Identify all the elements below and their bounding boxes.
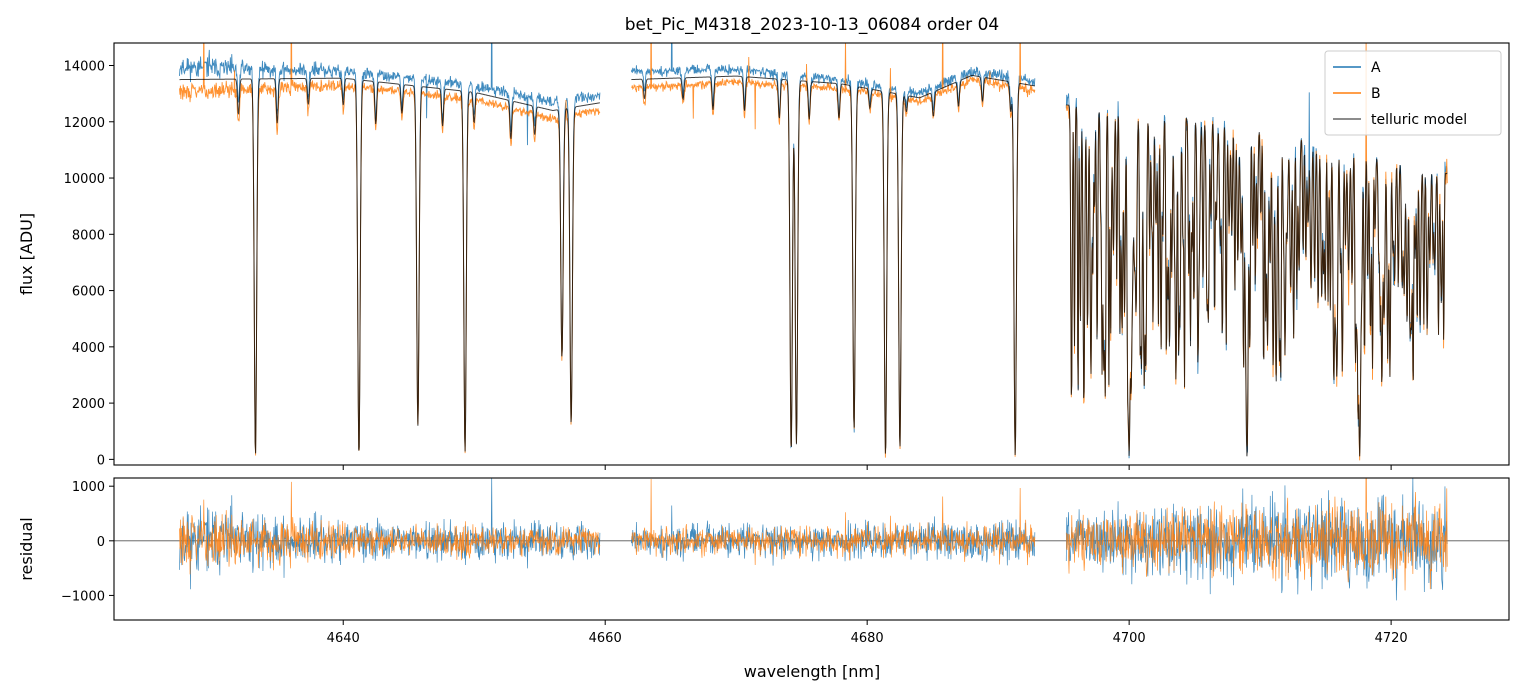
- residual-y-tick-label: −1000: [61, 589, 105, 604]
- residual-panel: 4640 4660 4680 4700 4720 −1000 0 1000: [61, 477, 1510, 646]
- top-y-axis-label: flux [ADU]: [17, 213, 36, 295]
- flux-y-tick-label: 12000: [64, 116, 105, 131]
- series-a-segment-1: [179, 43, 601, 453]
- series-telluric-model-segment-1: [179, 77, 600, 454]
- x-axis-label: wavelength [nm]: [744, 662, 881, 681]
- flux-plot-area: [114, 43, 1509, 465]
- flux-y-tick-label: 6000: [72, 285, 105, 300]
- flux-y-tick-label: 14000: [64, 60, 105, 75]
- residual-b-segment-3: [1065, 478, 1448, 591]
- series-b-segment-2: [631, 43, 1036, 458]
- bottom-y-axis-label: residual: [17, 517, 36, 580]
- flux-y-tick-label: 4000: [72, 341, 105, 356]
- series-telluric-model-segment-3: [1066, 104, 1448, 457]
- x-tick-label: 4680: [851, 631, 884, 646]
- residual-b-segment-2: [631, 478, 1036, 566]
- chart-title: bet_Pic_M4318_2023-10-13_06084 order 04: [625, 15, 999, 35]
- x-tick-label: 4700: [1113, 631, 1146, 646]
- legend-box: [1324, 50, 1502, 136]
- residual-plot-lines: [114, 478, 1509, 601]
- series-telluric-model-segment-2: [631, 74, 1035, 456]
- flux-plot-lines: [179, 43, 1448, 461]
- legend-entry-label: B: [1371, 86, 1381, 102]
- flux-panel: 0 2000 4000 6000 8000 10000 12000 14000: [64, 42, 1510, 470]
- residual-b-segment-1: [179, 481, 601, 575]
- residual-y-tick-label: 1000: [72, 480, 105, 495]
- flux-axes-frame: [113, 42, 1510, 466]
- legend-entry-label: telluric model: [1371, 112, 1467, 128]
- series-b-segment-1: [179, 43, 601, 456]
- flux-y-tick-label: 2000: [72, 397, 105, 412]
- residual-axes-frame: [113, 477, 1510, 621]
- x-tick-label: 4640: [327, 631, 360, 646]
- residual-y-tick-label: 0: [97, 535, 105, 550]
- legend-entry-label: A: [1371, 60, 1381, 76]
- flux-y-tick-label: 10000: [64, 172, 105, 187]
- flux-y-tick-label: 8000: [72, 228, 105, 243]
- x-tick-label: 4660: [589, 631, 622, 646]
- flux-y-tick-label: 0: [97, 453, 105, 468]
- x-tick-label: 4720: [1375, 631, 1408, 646]
